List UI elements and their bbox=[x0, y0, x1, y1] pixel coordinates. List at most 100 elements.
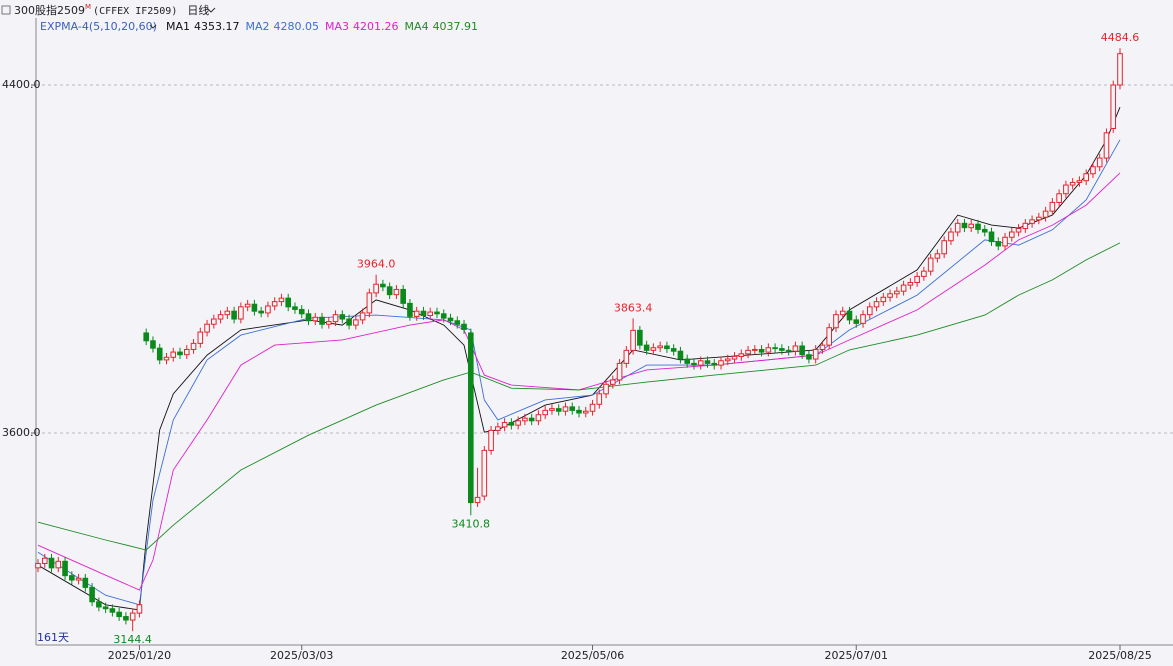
candle-body bbox=[217, 314, 224, 320]
legend-name: MA3 bbox=[325, 20, 349, 33]
candle-body bbox=[265, 305, 271, 314]
candle-body bbox=[555, 408, 562, 412]
candle-body bbox=[677, 350, 684, 360]
candle-body bbox=[839, 310, 846, 316]
candle-body bbox=[1056, 193, 1062, 203]
candle-body bbox=[691, 362, 697, 366]
candle-body bbox=[461, 323, 467, 330]
legend-value: 4037.91 bbox=[433, 20, 479, 33]
candle-body bbox=[562, 406, 569, 412]
candle-body bbox=[637, 329, 643, 346]
legend-value: 4280.05 bbox=[274, 20, 320, 33]
candle-body bbox=[183, 348, 190, 356]
candle-body bbox=[914, 275, 920, 283]
candle-body bbox=[177, 351, 183, 356]
candle-body bbox=[69, 575, 75, 581]
candle-body bbox=[752, 348, 758, 351]
candle-body bbox=[961, 222, 968, 229]
annotation: 4484.6 bbox=[1101, 31, 1140, 44]
candle-body bbox=[873, 301, 880, 308]
candle-body bbox=[82, 577, 89, 588]
candle-body bbox=[853, 319, 860, 324]
candle-body bbox=[204, 323, 210, 333]
candle-body bbox=[1022, 222, 1029, 230]
x-tick-label: 2025/03/03 bbox=[270, 649, 333, 662]
candle-body bbox=[55, 560, 62, 569]
candle-body bbox=[393, 288, 400, 296]
candle-body bbox=[156, 347, 163, 361]
candle-body bbox=[413, 310, 420, 317]
annotation: 3863.4 bbox=[614, 301, 653, 314]
candle-body bbox=[75, 577, 82, 581]
candle-body bbox=[704, 360, 711, 364]
period[interactable]: 日线 bbox=[187, 3, 209, 17]
candle-body bbox=[1103, 132, 1110, 159]
candle-body bbox=[819, 344, 826, 350]
x-tick-label: 2025/05/06 bbox=[561, 649, 624, 662]
candle-body bbox=[731, 355, 738, 360]
candle-body bbox=[589, 403, 596, 412]
candle-body bbox=[1110, 84, 1117, 129]
candle-body bbox=[231, 310, 237, 320]
candle-body bbox=[711, 362, 718, 366]
candle-body bbox=[1083, 173, 1089, 182]
candle-body bbox=[995, 241, 1002, 247]
candle-body bbox=[116, 611, 122, 618]
candle-body bbox=[826, 327, 833, 346]
candle-body bbox=[1069, 181, 1076, 186]
candle-body bbox=[89, 586, 95, 603]
candle-body bbox=[697, 360, 704, 366]
candle-body bbox=[948, 231, 954, 242]
candle-body bbox=[1009, 231, 1015, 238]
indicator-chevron[interactable] bbox=[149, 24, 157, 29]
candle-body bbox=[35, 562, 41, 569]
candle-body bbox=[535, 414, 542, 422]
candle-body bbox=[481, 449, 488, 497]
legend-name: MA4 bbox=[405, 20, 429, 33]
candle-body bbox=[150, 340, 156, 349]
legend-value: 4201.26 bbox=[353, 20, 399, 33]
count-label: 161天 bbox=[37, 631, 69, 644]
candle-body bbox=[508, 422, 515, 426]
candle-body bbox=[292, 306, 298, 310]
candle-body bbox=[359, 312, 366, 321]
candle-body bbox=[271, 301, 278, 307]
candle-body bbox=[62, 560, 68, 577]
candle-body bbox=[251, 303, 258, 312]
menu-icon[interactable] bbox=[1, 5, 11, 15]
candle-body bbox=[921, 270, 927, 277]
candle-body bbox=[386, 286, 393, 296]
candle-body bbox=[407, 302, 413, 317]
candle-body bbox=[623, 349, 630, 364]
subtitle: (CFFEX IF2509) bbox=[93, 6, 177, 17]
ma-line bbox=[37, 172, 1121, 591]
candle-body bbox=[934, 253, 941, 259]
candle-body bbox=[319, 316, 325, 325]
candle-body bbox=[129, 612, 136, 621]
candle-body bbox=[96, 601, 102, 608]
ma-line bbox=[37, 139, 1121, 606]
candle-body bbox=[528, 417, 535, 422]
candle-body bbox=[846, 310, 853, 321]
candle-body bbox=[501, 422, 508, 428]
candle-body bbox=[488, 429, 494, 451]
candle-body bbox=[785, 349, 792, 352]
candle-body bbox=[603, 383, 609, 395]
candle-body bbox=[596, 393, 603, 405]
annotation: 3410.8 bbox=[452, 517, 491, 530]
candle-body bbox=[224, 310, 231, 316]
legend-entry: MA1 4353.17 bbox=[166, 20, 240, 33]
candle-body bbox=[373, 283, 379, 294]
candle-body bbox=[833, 314, 839, 329]
candle-body bbox=[630, 329, 636, 351]
period-chevron[interactable] bbox=[206, 7, 216, 13]
legend-name: MA1 bbox=[166, 20, 190, 33]
candle-body bbox=[887, 293, 893, 298]
indicator[interactable]: EXPMA-4(5,10,20,60) bbox=[40, 20, 157, 33]
candle-body bbox=[123, 616, 129, 621]
legend-entry: MA3 4201.26 bbox=[325, 20, 399, 33]
annotation: 3964.0 bbox=[357, 258, 396, 271]
candle-body bbox=[758, 348, 765, 353]
y-tick-label: 3600.0 bbox=[2, 426, 41, 439]
